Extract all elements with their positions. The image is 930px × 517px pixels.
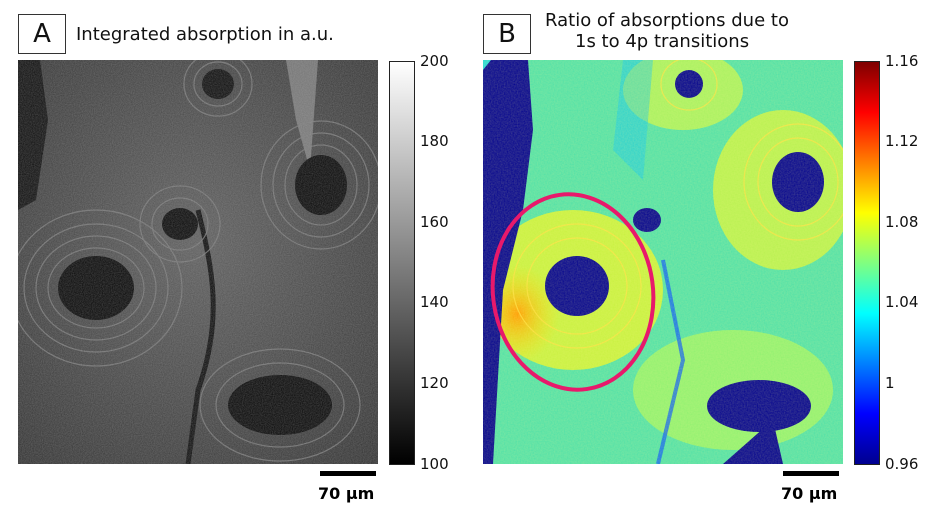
colorbar-a-tick-160: 160 bbox=[420, 213, 449, 231]
colorbar-b-tick-1: 1 bbox=[885, 374, 895, 392]
colorbar-a-tick-100: 100 bbox=[420, 455, 449, 473]
colorbar-b-tick-0.96: 0.96 bbox=[885, 455, 919, 473]
panel-a-title: Integrated absorption in a.u. bbox=[76, 24, 334, 45]
colorbar-a-tick-200: 200 bbox=[420, 52, 449, 70]
panel-b-letter: B bbox=[483, 14, 531, 54]
scalebar-a bbox=[320, 471, 376, 476]
scalebar-b-label: 70 µm bbox=[781, 484, 838, 503]
colorbar-a-tick-180: 180 bbox=[420, 132, 449, 150]
panel-b: B Ratio of absorptions due to 1s to 4p t… bbox=[465, 0, 930, 517]
colorbar-b bbox=[854, 61, 880, 465]
colorbar-a-tick-120: 120 bbox=[420, 374, 449, 392]
scalebar-a-label: 70 µm bbox=[318, 484, 375, 503]
panel-b-title-line2: 1s to 4p transitions bbox=[575, 31, 750, 52]
panel-b-title-line1: Ratio of absorptions due to bbox=[545, 10, 789, 31]
colorbar-b-tick-1.04: 1.04 bbox=[885, 293, 919, 311]
colorbar-b-tick-1.08: 1.08 bbox=[885, 213, 919, 231]
panel-a-letter: A bbox=[18, 14, 66, 54]
colorbar-b-tick-1.12: 1.12 bbox=[885, 132, 919, 150]
absorption-map-grayscale bbox=[18, 60, 378, 464]
absorption-ratio-map bbox=[483, 60, 843, 464]
colorbar-a-tick-140: 140 bbox=[420, 293, 449, 311]
panel-a: A Integrated absorption in a.u. bbox=[18, 14, 449, 503]
scalebar-b bbox=[783, 471, 839, 476]
colorbar-b-tick-1.16: 1.16 bbox=[885, 52, 919, 70]
highlight-ring bbox=[490, 192, 656, 392]
colorbar-a bbox=[389, 61, 415, 465]
